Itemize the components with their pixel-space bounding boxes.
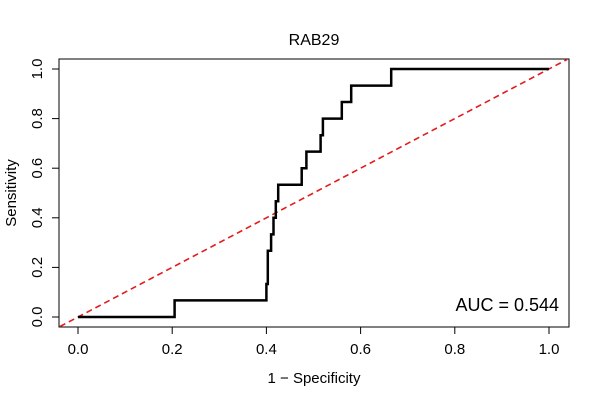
roc-curve-line — [78, 67, 549, 319]
y-tick-label: 0.6 — [29, 158, 46, 179]
auc-annotation: AUC = 0.544 — [455, 295, 559, 315]
y-axis: 0.0 0.2 0.4 0.6 0.8 1.0 — [29, 59, 60, 328]
y-tick-label: 0.2 — [29, 257, 46, 278]
x-tick-label: 0.2 — [162, 341, 183, 358]
reference-diagonal-line — [59, 58, 568, 328]
x-tick-label: 0.4 — [256, 341, 277, 358]
y-tick-label: 0.0 — [29, 307, 46, 328]
y-axis-title: Sensitivity — [3, 159, 20, 227]
x-axis-title: 1 − Specificity — [268, 370, 361, 387]
x-tick-label: 0.8 — [444, 341, 465, 358]
y-tick-label: 1.0 — [29, 59, 46, 80]
x-axis: 0.0 0.2 0.4 0.6 0.8 1.0 — [68, 326, 560, 358]
y-tick-label: 0.8 — [29, 108, 46, 129]
x-tick-label: 0.0 — [68, 341, 89, 358]
y-tick-label: 0.4 — [29, 207, 46, 228]
x-tick-label: 1.0 — [539, 341, 560, 358]
chart-title: RAB29 — [289, 32, 340, 49]
x-tick-label: 0.6 — [350, 341, 371, 358]
